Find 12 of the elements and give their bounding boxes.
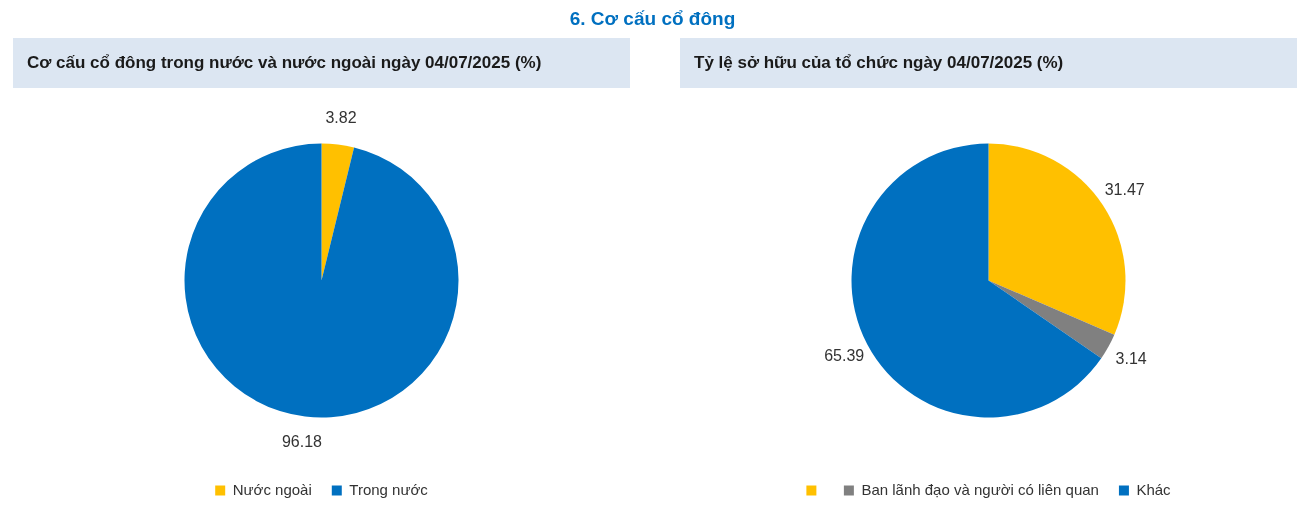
data-label: 31.47 [1104, 181, 1145, 199]
data-label: 96.18 [281, 432, 323, 450]
chart-title: Cơ cấu cổ đông trong nước và nước ngoài ngày 04/07/2025 (%) [13, 38, 630, 88]
data-label: 65.39 [824, 346, 865, 364]
chart-title: Tỷ lệ sở hữu của tổ chức ngày 04/07/2025 (%) [680, 38, 1297, 88]
legend-label: Ban lãnh đạo và người có liên quan [861, 480, 1099, 498]
legend-label: Trong nước [349, 480, 429, 498]
legend-label: Nước ngoài [232, 480, 312, 498]
legend-label: Khác [1136, 480, 1172, 498]
data-label: 3.82 [325, 109, 357, 127]
text: 6. Cơ cấu cổ đông [568, 8, 737, 31]
data-label: 3.14 [1115, 349, 1147, 367]
